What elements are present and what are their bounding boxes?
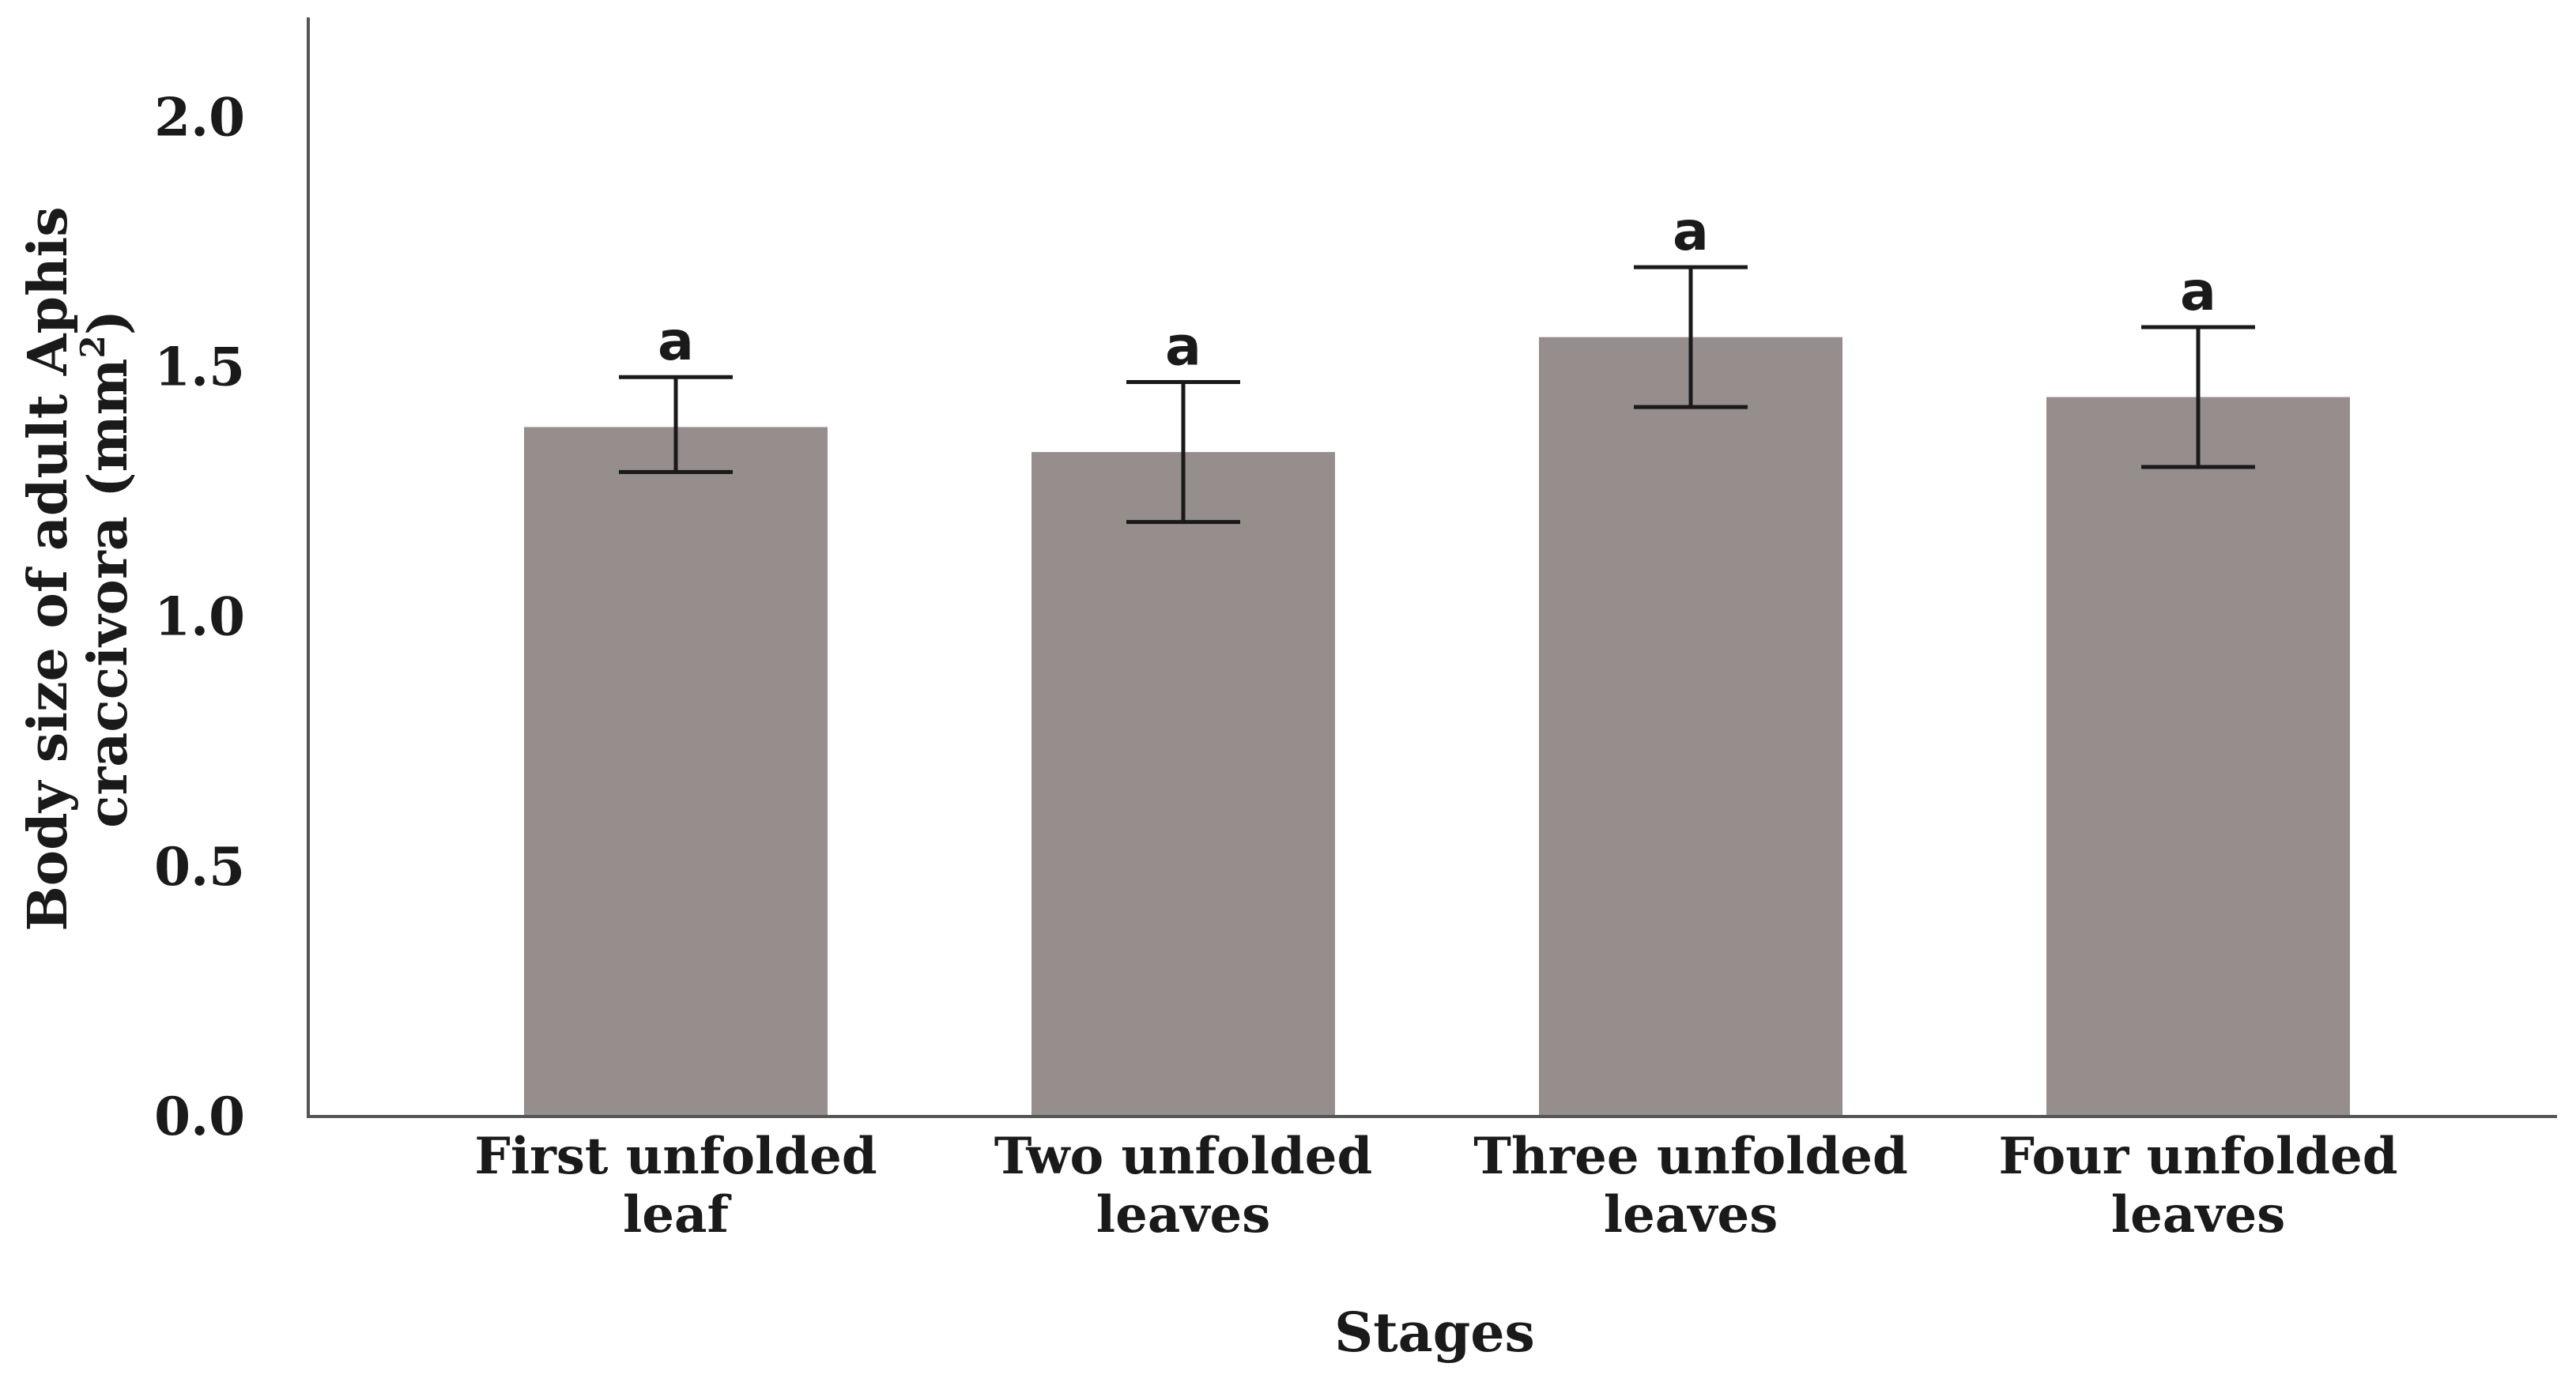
y-axis-title-line1: Body size of adult Aphis [17,206,80,931]
x-tick-label-4-line-2: leaves [2111,1185,2285,1245]
x-tick-label-4: Four unfolded leaves [1999,1127,2398,1245]
x-tick-label-2-line-2: leaves [1096,1185,1270,1245]
y-tick-label-0.5: 0.5 [154,836,245,898]
significance-label-2: a [1165,316,1201,378]
y-axis-title-close: ) [77,310,140,335]
bar-4 [2046,397,2350,1117]
y-tick-label-1.0: 1.0 [154,586,245,648]
significance-labels-group: a a a a [658,201,2216,378]
y-tick-label-1.5: 1.5 [154,337,245,398]
y-tick-label-2.0: 2.0 [154,86,245,148]
y-axis-title-text: craccivora (mm [77,358,140,827]
error-bars-group [619,265,2255,525]
x-tick-label-2-line-1: Two unfolded [994,1127,1372,1186]
bar-3 [1539,337,1842,1117]
x-axis-title: Stages [1334,1301,1535,1365]
x-tick-label-1: First unfolded leaf [474,1127,877,1245]
x-tick-label-3: Three unfolded leaves [1473,1127,1907,1245]
x-tick-label-1-line-1: First unfolded [474,1127,877,1186]
x-tick-label-3-line-2: leaves [1604,1185,1778,1245]
y-axis-title: Body size of adult Aphis craccivora (mm2… [17,206,140,931]
x-tick-label-2: Two unfolded leaves [994,1127,1372,1245]
y-tick-label-0.0: 0.0 [154,1086,245,1147]
significance-label-3: a [1673,201,1709,263]
bar-2 [1032,452,1335,1117]
x-tick-label-3-line-1: Three unfolded [1473,1127,1907,1186]
x-tick-label-4-line-1: Four unfolded [1999,1127,2398,1186]
significance-label-1: a [658,311,694,373]
y-axis-title-line2: craccivora (mm2) [74,310,140,828]
x-tick-label-1-line-2: leaf [623,1185,732,1245]
significance-label-4: a [2180,261,2216,323]
y-axis-title-superscript: 2 [74,335,112,358]
bar-1 [524,427,828,1117]
bars-group [524,337,2350,1117]
y-tick-labels: 0.0 0.5 1.0 1.5 2.0 [154,86,245,1147]
